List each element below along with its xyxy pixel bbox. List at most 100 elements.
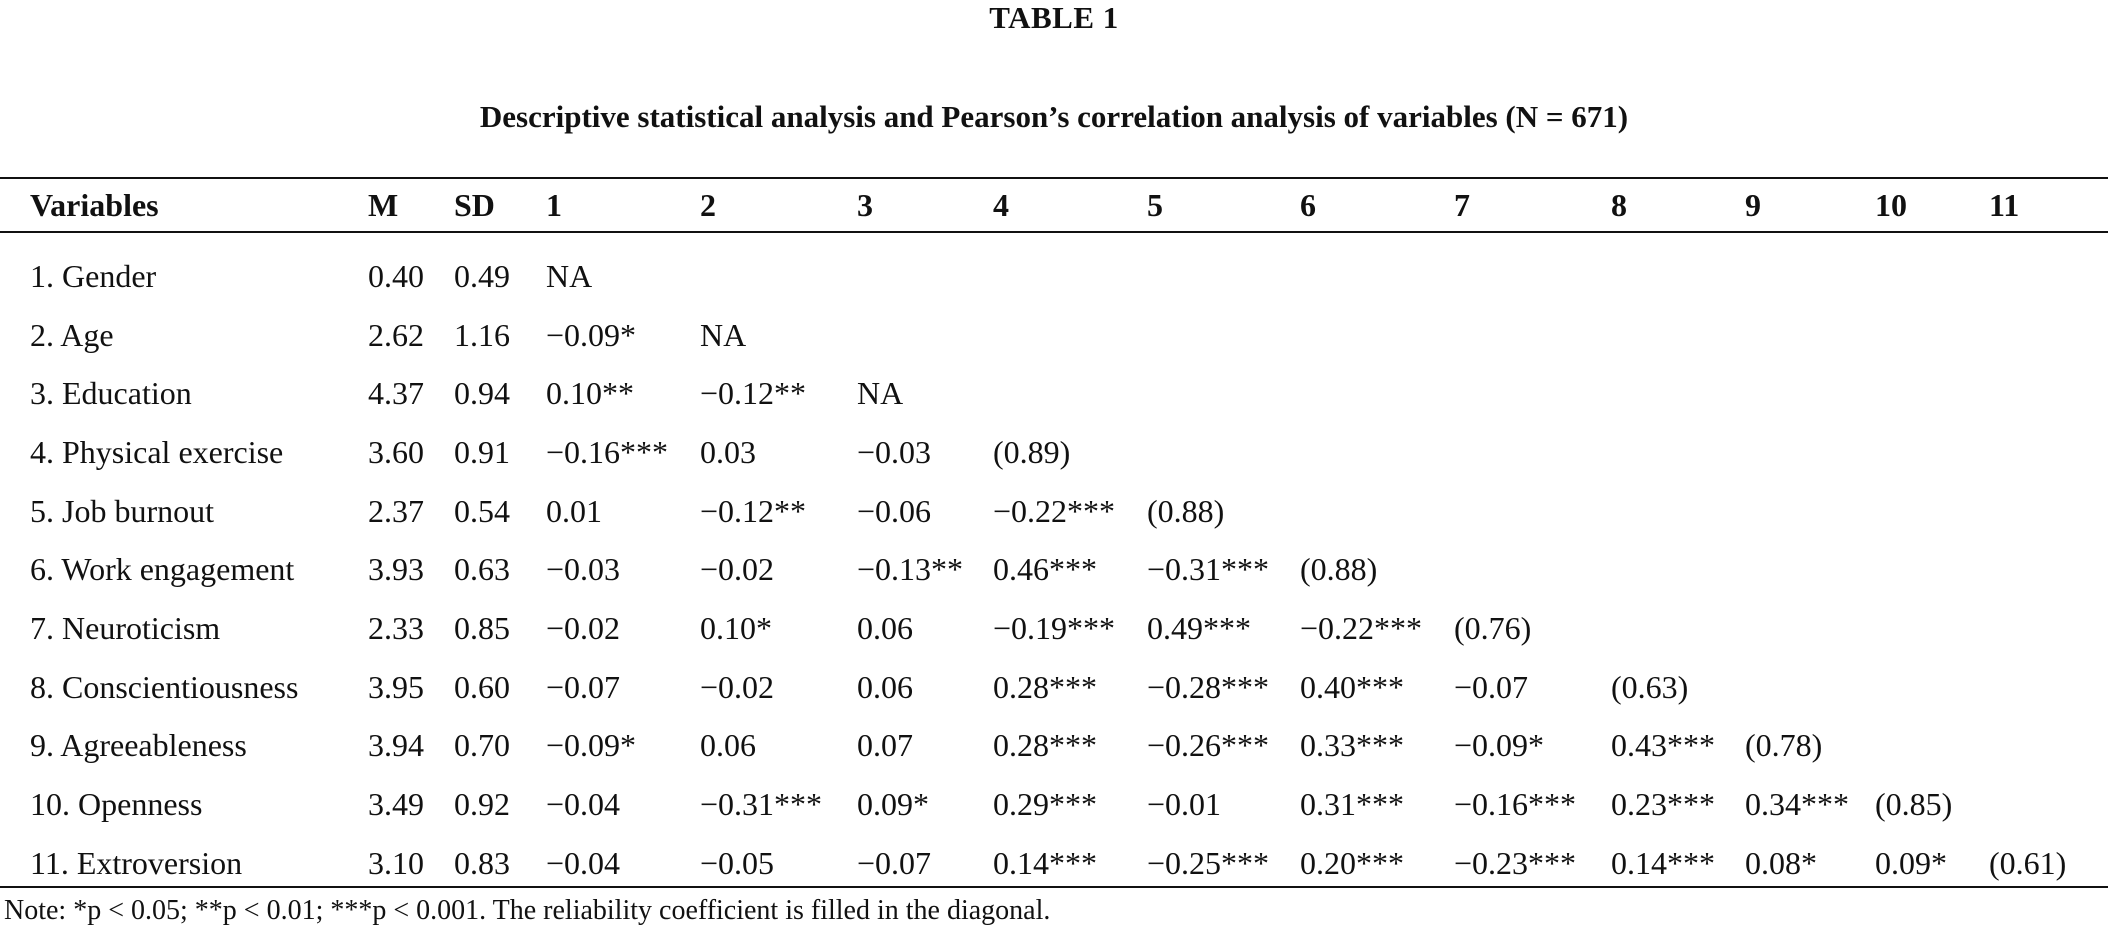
sd-cell: 0.70: [454, 727, 510, 764]
correlation-cell: [1745, 306, 1875, 365]
correlation-cell: −0.16***: [1454, 786, 1577, 823]
correlation-cell: −0.23***: [1454, 844, 1577, 881]
correlation-cell: [1147, 364, 1300, 423]
column-header: M: [368, 186, 399, 223]
bottom-rule: [0, 886, 2108, 888]
sd-cell: 0.60: [454, 668, 510, 705]
variable-name: 10. Openness: [30, 786, 203, 823]
correlation-cell: 0.40***: [1300, 668, 1404, 705]
correlation-cell: [1147, 423, 1300, 482]
mean-cell: 4.37: [368, 375, 424, 412]
correlation-cell: [1745, 599, 1875, 658]
correlation-cell: [1989, 306, 2090, 365]
column-header: 8: [1611, 186, 1627, 223]
variable-name: 8. Conscientiousness: [30, 668, 299, 705]
correlation-cell: [993, 306, 1147, 365]
correlation-cell: −0.19***: [993, 609, 1116, 646]
correlation-cell: 0.34***: [1745, 786, 1849, 823]
table-row: 7. Neuroticism 2.33 0.85 −0.02 0.10* 0.06 −0.1…: [0, 599, 2090, 658]
correlation-cell: [1454, 423, 1611, 482]
sd-cell: 1.16: [454, 316, 510, 353]
correlation-cell: 0.46***: [993, 551, 1097, 588]
correlation-cell: (0.88): [1300, 551, 1378, 588]
correlation-cell: −0.31***: [1147, 551, 1270, 588]
correlation-cell: [993, 247, 1147, 306]
correlation-cell: −0.02: [700, 551, 775, 588]
column-header: 6: [1300, 186, 1316, 223]
column-header: 11: [1989, 186, 2020, 223]
correlation-cell: −0.28***: [1147, 668, 1270, 705]
correlation-cell: 0.09*: [857, 786, 929, 823]
correlation-cell: [993, 364, 1147, 423]
correlation-cell: −0.22***: [1300, 609, 1423, 646]
mean-cell: 3.49: [368, 786, 424, 823]
correlation-cell: [1611, 423, 1745, 482]
mean-cell: 2.37: [368, 492, 424, 529]
correlation-cell: [1611, 247, 1745, 306]
mean-cell: 3.93: [368, 551, 424, 588]
correlation-cell: 0.03: [700, 433, 756, 470]
correlation-cell: [1875, 306, 1989, 365]
variable-name: 6. Work engagement: [30, 551, 295, 588]
correlation-cell: −0.07: [546, 668, 621, 705]
correlation-cell: [1989, 364, 2090, 423]
correlation-cell: [1300, 482, 1454, 541]
variable-name: 1. Gender: [30, 257, 157, 294]
table-label: TABLE 1: [989, 0, 1119, 35]
correlation-cell: [1989, 540, 2090, 599]
correlation-cell: (0.89): [993, 433, 1071, 470]
variable-name: 5. Job burnout: [30, 492, 214, 529]
correlation-cell: [1147, 306, 1300, 365]
correlation-cell: [857, 247, 993, 306]
correlation-cell: 0.14***: [993, 844, 1097, 881]
table-row: 6. Work engagement 3.93 0.63 −0.03 −0.02 −0.1…: [0, 540, 2090, 599]
correlation-cell: −0.03: [857, 433, 932, 470]
column-header: SD: [454, 186, 495, 223]
correlation-cell: −0.07: [857, 844, 932, 881]
correlation-cell: 0.43***: [1611, 727, 1715, 764]
correlation-cell: −0.12**: [700, 492, 807, 529]
sd-cell: 0.85: [454, 609, 510, 646]
correlation-cell: [1875, 599, 1989, 658]
variable-name: 9. Agreeableness: [30, 727, 247, 764]
correlation-cell: [1989, 599, 2090, 658]
correlation-cell: [1300, 247, 1454, 306]
correlation-cell: [1611, 306, 1745, 365]
correlation-cell: [1875, 482, 1989, 541]
correlation-cell: NA: [700, 316, 747, 353]
table-row: 5. Job burnout 2.37 0.54 0.01 −0.12** −0.06 −0…: [0, 482, 2090, 541]
table-row: 2. Age 2.62 1.16 −0.09* NA: [0, 306, 2090, 365]
correlation-cell: [1875, 247, 1989, 306]
correlation-cell: 0.28***: [993, 727, 1097, 764]
correlation-cell: 0.28***: [993, 668, 1097, 705]
correlation-cell: 0.09*: [1875, 844, 1947, 881]
correlation-cell: (0.61): [1989, 844, 2067, 881]
correlation-cell: (0.63): [1611, 668, 1689, 705]
mean-cell: 0.40: [368, 257, 424, 294]
correlation-cell: [1875, 423, 1989, 482]
correlation-cell: −0.26***: [1147, 727, 1270, 764]
correlation-cell: −0.16***: [546, 433, 669, 470]
correlation-cell: (0.78): [1745, 727, 1823, 764]
correlation-cell: 0.06: [857, 609, 913, 646]
variable-name: 4. Physical exercise: [30, 433, 284, 470]
sd-cell: 0.94: [454, 375, 510, 412]
column-header: 10: [1875, 186, 1907, 223]
correlation-cell: −0.06: [857, 492, 932, 529]
correlation-cell: [1989, 423, 2090, 482]
correlation-cell: [1147, 247, 1300, 306]
correlation-cell: 0.01: [546, 492, 602, 529]
column-header: 3: [857, 186, 873, 223]
correlation-cell: [1300, 364, 1454, 423]
correlation-cell: −0.02: [700, 668, 775, 705]
header-rule: [0, 231, 2108, 233]
table-row: 10. Openness 3.49 0.92 −0.04 −0.31*** 0.09* 0.…: [0, 775, 2090, 834]
correlation-cell: [1989, 775, 2090, 834]
correlation-cell: 0.08*: [1745, 844, 1817, 881]
correlation-cell: [1611, 599, 1745, 658]
statistics-table: Variables M SD 1 2 3 4 5 6 7 8 9 10 11 1…: [0, 179, 2090, 893]
correlation-cell: 0.49***: [1147, 609, 1251, 646]
table-row: 4. Physical exercise 3.60 0.91 −0.16*** 0.03…: [0, 423, 2090, 482]
correlation-cell: 0.07: [857, 727, 913, 764]
table-note: Note: *p < 0.05; **p < 0.01; ***p < 0.00…: [4, 895, 1051, 926]
